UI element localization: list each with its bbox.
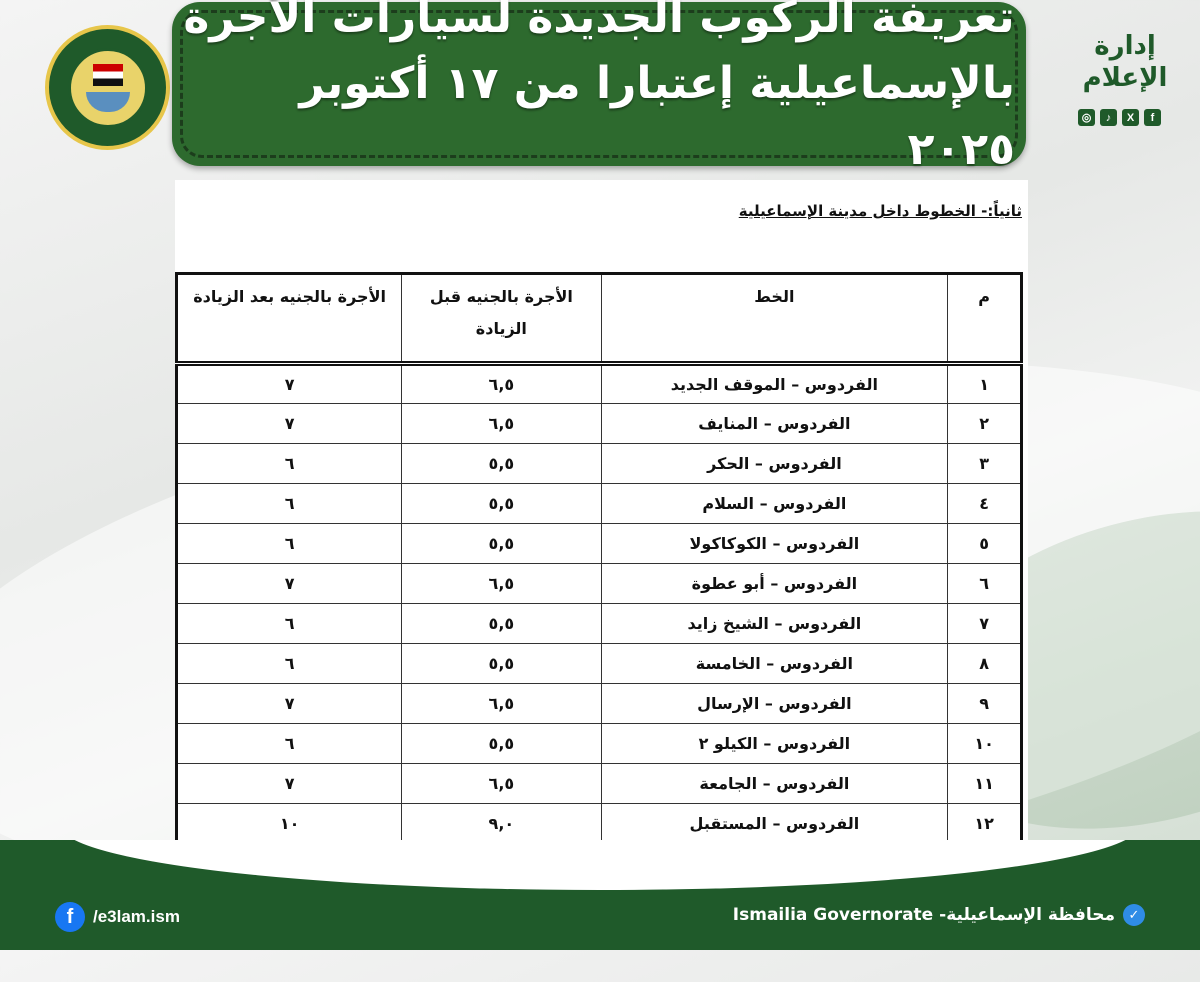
media-department-brand: إدارة الإعلام <box>1075 30 1175 94</box>
section-heading: ثانياً:- الخطوط داخل مدينة الإسماعيلية <box>738 202 1022 220</box>
governorate-label: محافظة الإسماعيلية- Ismailia Governorate… <box>733 904 1145 926</box>
table-row: ١ الفردوس – الموقف الجديد ٦,٥ ٧ <box>175 363 1022 404</box>
facebook-icon[interactable]: f <box>1144 109 1161 126</box>
column-header: م <box>947 273 1022 366</box>
route-name: الفردوس – أبو عطوة <box>600 563 949 604</box>
fare-table: م الخط الأجرة بالجنيه قبل الزيادة الأجرة… <box>175 272 1023 845</box>
row-number: ٥ <box>947 523 1022 564</box>
fare-before: ٦,٥ <box>401 563 602 604</box>
fare-after: ٧ <box>175 403 403 444</box>
table-row: ٧ الفردوس – الشيخ زايد ٥,٥ ٦ <box>175 603 1022 644</box>
fare-after: ٦ <box>175 443 403 484</box>
fare-before: ٥,٥ <box>401 643 602 684</box>
route-name: الفردوس – الكيلو ٢ <box>600 723 949 764</box>
fare-before: ٦,٥ <box>401 363 602 404</box>
table-row: ٩ الفردوس – الإرسال ٦,٥ ٧ <box>175 683 1022 724</box>
tiktok-icon[interactable]: ♪ <box>1100 109 1117 126</box>
governorate-text: محافظة الإسماعيلية- Ismailia Governorate <box>732 905 1115 925</box>
table-row: ٣ الفردوس – الحكر ٥,٥ ٦ <box>175 443 1022 484</box>
row-number: ٨ <box>947 643 1022 684</box>
fare-after: ١٠ <box>175 803 403 844</box>
footer-curve <box>60 840 1140 890</box>
fare-before: ٦,٥ <box>401 683 602 724</box>
route-name: الفردوس – الشيخ زايد <box>600 603 949 644</box>
brand-line-1: إدارة <box>1094 31 1156 61</box>
row-number: ٣ <box>947 443 1022 484</box>
table-row: ١١ الفردوس – الجامعة ٦,٥ ٧ <box>175 763 1022 804</box>
fare-before: ٥,٥ <box>401 483 602 524</box>
row-number: ٢ <box>947 403 1022 444</box>
fare-after: ٦ <box>175 523 403 564</box>
row-number: ١٢ <box>947 803 1022 844</box>
title-line-1: تعريفة الركوب الجديدة لسيارات الأجرة <box>183 0 1015 43</box>
fare-before: ٥,٥ <box>401 523 602 564</box>
table-header-row: م الخط الأجرة بالجنيه قبل الزيادة الأجرة… <box>175 273 1022 366</box>
title-line-2: بالإسماعيلية إعتبارا من ١٧ أكتوبر ٢٠٢٥ <box>299 58 1015 175</box>
brand-line-2: الإعلام <box>1082 63 1168 93</box>
instagram-icon[interactable]: ◎ <box>1078 109 1095 126</box>
fare-document: ثانياً:- الخطوط داخل مدينة الإسماعيلية م… <box>175 180 1028 858</box>
route-name: الفردوس – المستقبل <box>600 803 949 844</box>
fare-before: ٦,٥ <box>401 403 602 444</box>
fare-after: ٦ <box>175 643 403 684</box>
route-name: الفردوس – السلام <box>600 483 949 524</box>
table-row: ٦ الفردوس – أبو عطوة ٦,٥ ٧ <box>175 563 1022 604</box>
route-name: الفردوس – المنايف <box>600 403 949 444</box>
row-number: ١١ <box>947 763 1022 804</box>
route-name: الفردوس – الحكر <box>600 443 949 484</box>
title-banner: تعريفة الركوب الجديدة لسيارات الأجرة بال… <box>172 0 1026 175</box>
row-number: ٦ <box>947 563 1022 604</box>
column-header: الأجرة بالجنيه بعد الزيادة <box>175 273 403 366</box>
table-row: ١٢ الفردوس – المستقبل ٩,٠ ١٠ <box>175 803 1022 844</box>
governorate-logo <box>45 25 170 150</box>
route-name: الفردوس – الكوكاكولا <box>600 523 949 564</box>
table-row: ٨ الفردوس – الخامسة ٥,٥ ٦ <box>175 643 1022 684</box>
column-header: الخط <box>600 273 949 366</box>
row-number: ٤ <box>947 483 1022 524</box>
fare-after: ٦ <box>175 723 403 764</box>
x-icon[interactable]: X <box>1122 109 1139 126</box>
facebook-handle: /e3lam.ism <box>93 907 180 926</box>
fare-before: ٥,٥ <box>401 723 602 764</box>
footer-bar: f /e3lam.ism محافظة الإسماعيلية- Ismaili… <box>0 840 1200 950</box>
table-row: ٥ الفردوس – الكوكاكولا ٥,٥ ٦ <box>175 523 1022 564</box>
route-name: الفردوس – الجامعة <box>600 763 949 804</box>
verified-badge-icon: ✓ <box>1123 904 1145 926</box>
route-name: الفردوس – الموقف الجديد <box>600 363 949 404</box>
fare-before: ٦,٥ <box>401 763 602 804</box>
eagle-flag-emblem <box>92 63 123 86</box>
facebook-link[interactable]: f /e3lam.ism <box>55 902 180 932</box>
route-name: الفردوس – الخامسة <box>600 643 949 684</box>
fare-after: ٧ <box>175 563 403 604</box>
row-number: ٧ <box>947 603 1022 644</box>
table-row: ٢ الفردوس – المنايف ٦,٥ ٧ <box>175 403 1022 444</box>
row-number: ٩ <box>947 683 1022 724</box>
fare-after: ٦ <box>175 483 403 524</box>
column-header: الأجرة بالجنيه قبل الزيادة <box>401 273 602 366</box>
fare-after: ٧ <box>175 763 403 804</box>
facebook-icon: f <box>55 902 85 932</box>
table-row: ٤ الفردوس – السلام ٥,٥ ٦ <box>175 483 1022 524</box>
route-name: الفردوس – الإرسال <box>600 683 949 724</box>
row-number: ١ <box>947 363 1022 404</box>
table-row: ١٠ الفردوس – الكيلو ٢ ٥,٥ ٦ <box>175 723 1022 764</box>
fare-before: ٩,٠ <box>401 803 602 844</box>
fare-before: ٥,٥ <box>401 443 602 484</box>
fare-after: ٧ <box>175 363 403 404</box>
row-number: ١٠ <box>947 723 1022 764</box>
social-icons: ◎ ♪ X f <box>1078 109 1161 126</box>
fare-after: ٧ <box>175 683 403 724</box>
fare-before: ٥,٥ <box>401 603 602 644</box>
ship-emblem <box>85 91 130 112</box>
fare-after: ٦ <box>175 603 403 644</box>
